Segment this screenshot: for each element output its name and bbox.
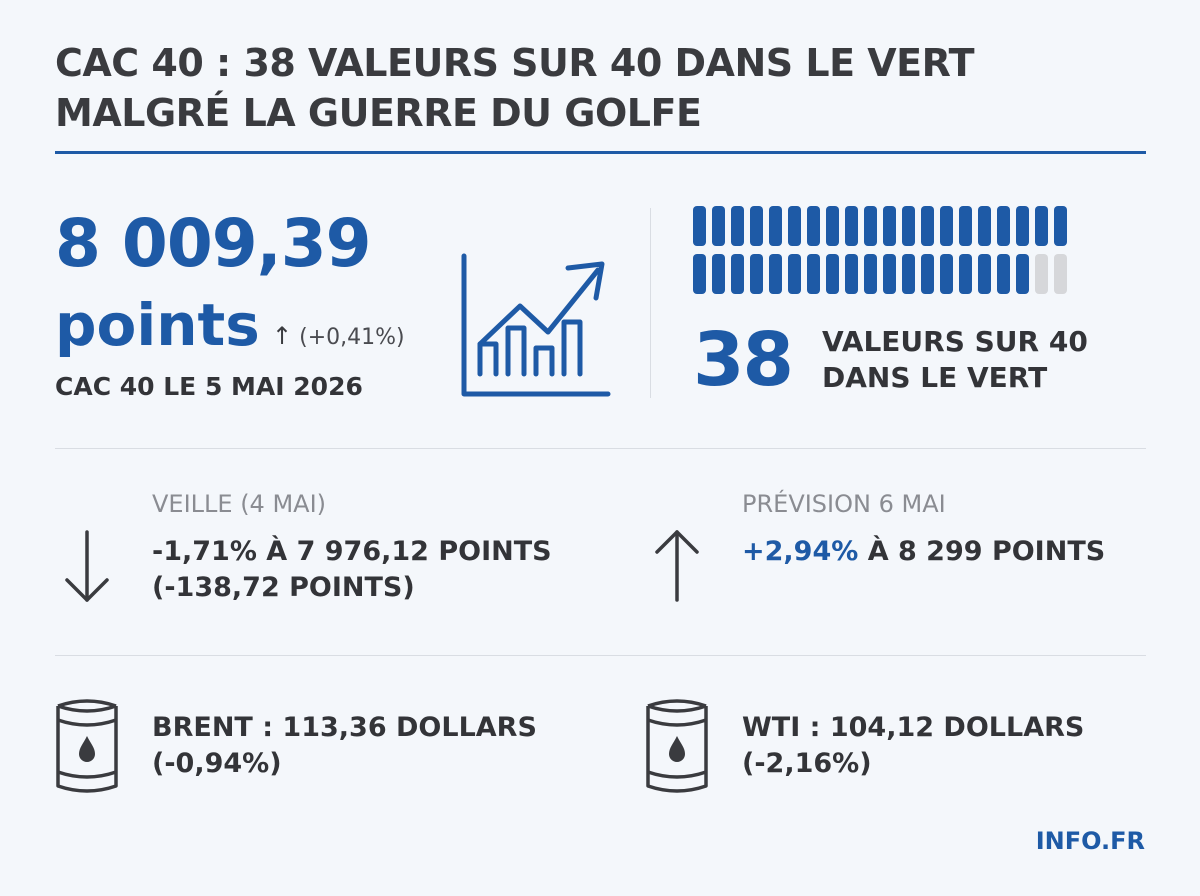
oil-barrel-icon [56,699,118,793]
index-change-value: (+0,41%) [299,325,405,350]
stock-block-green [712,254,725,294]
stock-block-green [1016,254,1029,294]
stock-block-green [1016,206,1029,246]
growth-chart-icon [461,253,611,397]
previous-label: VEILLE (4 MAI) [152,490,327,518]
stock-block-green [769,206,782,246]
oil-barrel-icon [646,699,708,793]
stock-block-green [826,206,839,246]
stock-block-green [864,206,877,246]
stocks-grid [693,206,1145,302]
stock-block-green [921,254,934,294]
stock-block-green [807,254,820,294]
stock-block-green [883,206,896,246]
forecast-label: PRÉVISION 6 MAI [742,490,946,518]
forecast-stat: +2,94% À 8 299 POINTS [742,534,1105,570]
stock-block-green [940,254,953,294]
green-count: 38 [693,317,794,403]
stock-block-grey [1035,254,1048,294]
title-line-1: CAC 40 : 38 VALEURS SUR 40 DANS LE VERT [55,41,975,85]
stock-block-green [788,254,801,294]
vertical-divider [650,208,651,398]
brent-stat: BRENT : 113,36 DOLLARS (-0,94%) [152,710,537,782]
stock-block-green [997,254,1010,294]
stock-block-green [845,254,858,294]
stock-block-green [769,254,782,294]
stocks-grid-row-1 [693,206,1145,246]
stock-block-green [1035,206,1048,246]
stock-block-green [731,206,744,246]
forecast-pct: +2,94% [742,536,859,567]
wti-stat: WTI : 104,12 DOLLARS (-2,16%) [742,710,1084,782]
stock-block-green [864,254,877,294]
divider-1 [55,448,1146,449]
title-line-2: MALGRÉ LA GUERRE DU GOLFE [55,91,702,135]
previous-stat-line-1: -1,71% À 7 976,12 POINTS [152,536,552,567]
index-date-label: CAC 40 LE 5 MAI 2026 [55,372,363,401]
stock-block-green [731,254,744,294]
stock-block-green [902,206,915,246]
stock-block-green [940,206,953,246]
index-change: ↑ (+0,41%) [272,322,405,352]
stock-block-green [1054,206,1067,246]
divider-2 [55,655,1146,656]
stock-block-green [807,206,820,246]
page-title: CAC 40 : 38 VALEURS SUR 40 DANS LE VERT … [55,38,1155,138]
stock-block-green [883,254,896,294]
arrow-up-icon [655,530,699,602]
stocks-grid-row-2 [693,254,1145,294]
stock-block-green [902,254,915,294]
stock-block-green [693,254,706,294]
stock-block-green [978,206,991,246]
stock-block-green [921,206,934,246]
wti-line-2: (-2,16%) [742,748,872,779]
stock-block-green [997,206,1010,246]
stock-block-green [693,206,706,246]
arrow-down-icon [65,530,109,602]
forecast-rest: À 8 299 POINTS [858,536,1106,567]
brent-line-2: (-0,94%) [152,748,282,779]
stock-block-green [845,206,858,246]
forecast-stat-line: +2,94% À 8 299 POINTS [742,534,1105,570]
green-count-line-2: DANS LE VERT [822,361,1048,394]
stock-block-grey [1054,254,1067,294]
stock-block-green [959,254,972,294]
brand-logo-text[interactable]: INFO.FR [1035,827,1145,855]
index-unit: points [55,291,260,359]
arrow-up-small-icon: ↑ [272,322,293,350]
index-value: 8 009,39 [55,205,372,282]
green-count-label: VALEURS SUR 40 DANS LE VERT [822,324,1088,396]
stock-block-green [750,206,763,246]
brent-line-1: BRENT : 113,36 DOLLARS [152,712,537,743]
stock-block-green [750,254,763,294]
stock-block-green [978,254,991,294]
title-underline [55,151,1146,154]
stock-block-green [826,254,839,294]
wti-line-1: WTI : 104,12 DOLLARS [742,712,1085,743]
stock-block-green [788,206,801,246]
previous-stat-line-2: (-138,72 POINTS) [152,572,415,603]
stock-block-green [959,206,972,246]
green-count-line-1: VALEURS SUR 40 [822,325,1088,358]
previous-stat: -1,71% À 7 976,12 POINTS (-138,72 POINTS… [152,534,552,606]
stock-block-green [712,206,725,246]
